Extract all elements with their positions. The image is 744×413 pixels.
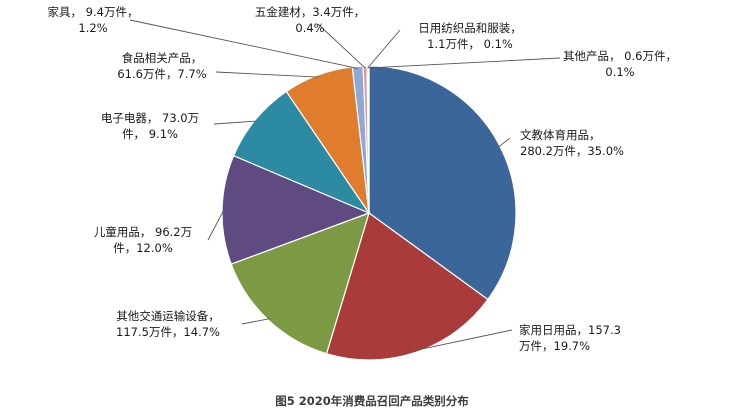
chart-caption: 图5 2020年消费品召回产品类别分布: [275, 394, 469, 408]
leader-line: [367, 29, 401, 69]
slice-label-line: 0.4%: [295, 21, 324, 35]
slice-label: 电子电器， 73.0万件， 9.1%: [101, 111, 199, 141]
slice-label-line: 家具， 9.4万件，: [48, 5, 139, 19]
slice-label-line: 食品相关产品，: [122, 51, 203, 65]
leader-line: [497, 137, 511, 148]
slice-label-line: 五金建材，3.4万件，: [255, 5, 365, 19]
slice-label: 其他交通运输设备， 117.5万件，14.7%: [116, 309, 220, 339]
slice-label: 家具， 9.4万件， 1.2%: [48, 5, 139, 35]
slice-label-line: 61.6万件，7.7%: [117, 67, 206, 81]
leader-line: [415, 329, 513, 351]
leader-line: [207, 209, 225, 241]
slice-label: 其他产品， 0.6万件， 0.1%: [563, 49, 677, 79]
pie-slice: [232, 90, 371, 215]
slice-label-line: 其他产品， 0.6万件，: [563, 49, 677, 63]
slice-label-line: 文教体育用品，: [520, 128, 601, 142]
slice-label-line: 1.1万件， 0.1%: [427, 37, 513, 51]
slice-label-line: 件，12.0%: [113, 241, 173, 255]
slice-label-line: 0.1%: [605, 65, 634, 79]
leader-line: [213, 120, 257, 125]
slice-label-line: 家用日用品，157.3: [519, 323, 621, 337]
slice-label-line: 万件，19.7%: [519, 339, 590, 353]
pie-slice: [221, 154, 371, 265]
slice-label: 家用日用品，157.3 万件，19.7%: [519, 323, 621, 353]
slice-label-line: 日用纺织品和服装，: [418, 21, 522, 35]
pie-slice: [367, 65, 370, 214]
leader-line: [241, 318, 270, 325]
leader-line: [368, 57, 561, 69]
labels-layer: 文教体育用品， 280.2万件，35.0% 家用日用品，157.3 万件，19.7% 其…: [48, 5, 677, 353]
slice-label-line: 电子电器， 73.0万: [101, 111, 199, 125]
leader-lines-layer: [129, 19, 561, 351]
slice-label-line: 件， 9.1%: [122, 127, 178, 141]
leader-line: [215, 71, 319, 78]
slice-label: 儿童用品， 96.2万件，12.0%: [94, 225, 192, 255]
slices-layer: [221, 65, 517, 361]
slice-label: 文教体育用品， 280.2万件，35.0%: [520, 128, 624, 158]
slice-label-line: 儿童用品， 96.2万: [94, 225, 192, 239]
leader-line: [129, 19, 358, 69]
leader-line: [317, 23, 366, 69]
slice-label: 五金建材，3.4万件， 0.4%: [255, 5, 365, 35]
slice-label-line: 1.2%: [78, 21, 107, 35]
slice-label: 食品相关产品， 61.6万件，7.7%: [117, 51, 206, 81]
slice-label-line: 280.2万件，35.0%: [520, 144, 624, 158]
slice-label: 日用纺织品和服装， 1.1万件， 0.1%: [418, 21, 522, 51]
slice-label-line: 117.5万件，14.7%: [116, 325, 220, 339]
slice-label-line: 其他交通运输设备，: [116, 309, 220, 323]
pie-slice: [325, 212, 489, 361]
pie-slice: [230, 212, 370, 355]
